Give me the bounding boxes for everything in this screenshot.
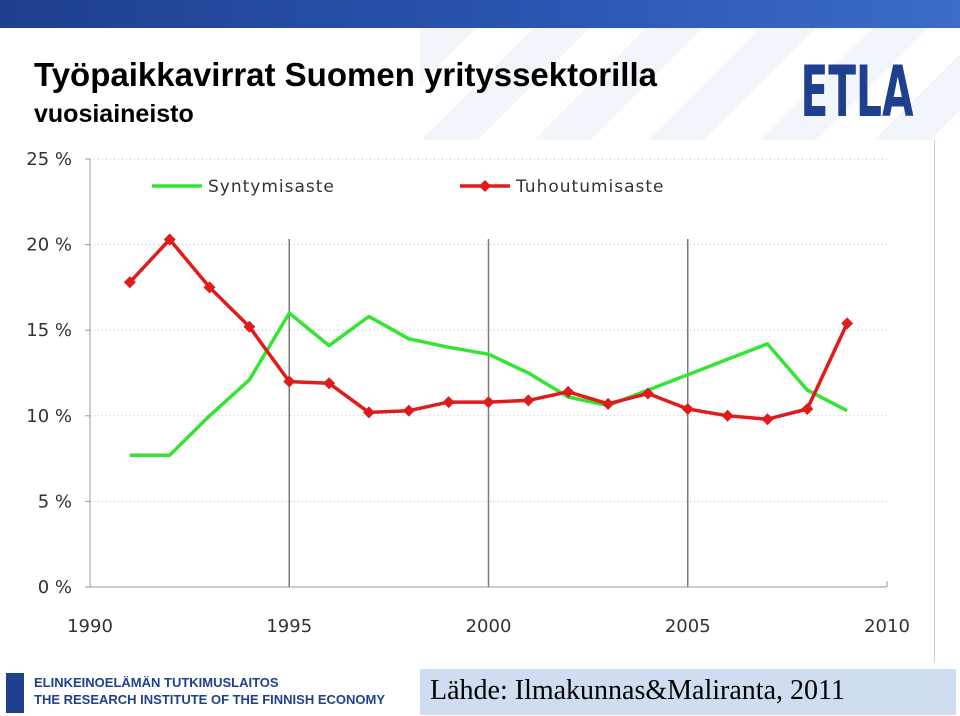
header-background-pattern — [420, 28, 960, 148]
footer-brand-square — [6, 673, 24, 713]
x-tick-label: 2005 — [665, 616, 711, 637]
chart-axes: 0 % 5 % 10 % 15 % 20 % 25 % 1990 1995 2000 2005 20… — [26, 149, 910, 637]
data-point-marker — [123, 276, 136, 289]
data-point-marker — [801, 402, 814, 415]
data-point-marker — [163, 233, 176, 246]
institute-name-finnish: ELINKEINOELÄMÄN TUTKIMUSLAITOS — [34, 675, 279, 690]
data-point-marker — [402, 404, 415, 417]
top-banner — [0, 0, 960, 28]
y-tick-label: 10 % — [26, 406, 72, 427]
y-tick-label: 15 % — [26, 320, 72, 341]
source-background — [420, 669, 956, 715]
data-point-marker — [761, 413, 774, 426]
y-tick-label: 5 % — [38, 491, 72, 512]
chart-legend: Syntymisaste Tuhoutumisaste — [152, 177, 665, 197]
series-syntymisaste — [129, 311, 848, 457]
data-point-marker — [721, 409, 734, 422]
source-citation: Lähde: Ilmakunnas&Maliranta, 2011 — [430, 675, 845, 706]
institute-name-english: THE RESEARCH INSTITUTE OF THE FINNISH EC… — [34, 692, 386, 707]
data-point-marker — [641, 387, 654, 400]
legend-item: Syntymisaste — [152, 177, 335, 197]
x-tick-label: 2010 — [864, 616, 910, 637]
data-point-marker — [323, 377, 336, 390]
x-tick-label: 2000 — [466, 616, 512, 637]
footer: ELINKEINOELÄMÄN TUTKIMUSLAITOS THE RESEA… — [0, 663, 960, 716]
data-point-marker — [522, 394, 535, 407]
page-title: Työpaikkavirrat Suomen yrityssektorilla — [34, 56, 657, 93]
data-point-marker — [841, 317, 854, 330]
data-point-marker — [203, 281, 216, 294]
series-tuhoutumisaste — [123, 233, 854, 426]
y-tick-label: 0 % — [38, 577, 72, 598]
page-subtitle: vuosiaineisto — [34, 100, 194, 128]
x-tick-label: 1990 — [67, 616, 113, 637]
x-tick-label: 1995 — [266, 616, 312, 637]
data-point-marker — [602, 397, 615, 410]
legend-marker — [479, 180, 491, 192]
data-point-marker — [243, 320, 256, 333]
data-point-marker — [362, 406, 375, 419]
legend-label: Syntymisaste — [208, 177, 335, 197]
series-line — [129, 311, 848, 457]
etla-logo-text: ETLA — [801, 56, 914, 122]
y-tick-label: 20 % — [26, 235, 72, 256]
data-point-marker — [681, 402, 694, 415]
legend-label: Tuhoutumisaste — [515, 177, 665, 197]
etla-logo: ETLA — [801, 56, 914, 122]
data-point-marker — [283, 375, 296, 388]
data-point-marker — [562, 385, 575, 398]
legend-item: Tuhoutumisaste — [460, 177, 665, 197]
line-chart: 0 % 5 % 10 % 15 % 20 % 25 % 1990 1995 2000 2005 20… — [26, 149, 910, 637]
data-point-marker — [482, 396, 495, 409]
grid-lines — [90, 158, 887, 587]
y-tick-label: 25 % — [26, 149, 72, 170]
data-point-marker — [442, 396, 455, 409]
chart-series — [123, 233, 854, 457]
chart-panel: 0 % 5 % 10 % 15 % 20 % 25 % 1990 1995 2000 2005 20… — [0, 140, 935, 664]
